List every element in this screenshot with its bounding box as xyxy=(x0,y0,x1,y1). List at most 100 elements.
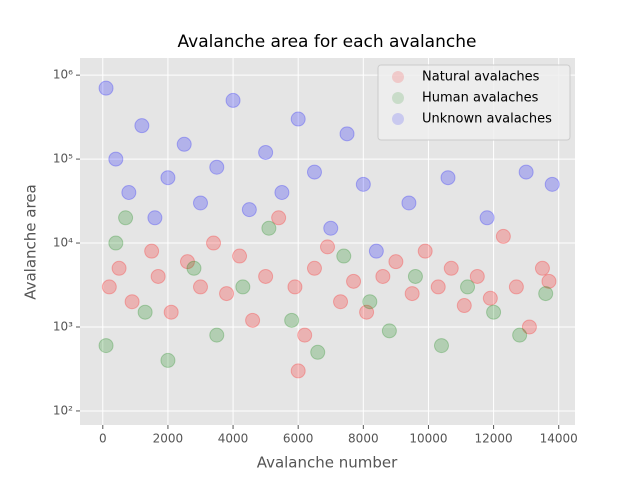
legend-label: Natural avalaches xyxy=(422,70,540,85)
point xyxy=(209,159,225,175)
point xyxy=(219,286,235,302)
point xyxy=(346,273,362,289)
point xyxy=(359,304,375,320)
point xyxy=(147,210,163,226)
x-tick-label: 12000 xyxy=(474,432,512,446)
point xyxy=(486,304,502,320)
point xyxy=(241,202,257,218)
y-axis-label: Avalanche area xyxy=(22,184,40,300)
point xyxy=(137,304,153,320)
point xyxy=(111,260,127,276)
point xyxy=(150,268,166,284)
point xyxy=(163,304,179,320)
point xyxy=(144,243,160,259)
point xyxy=(482,290,498,306)
point xyxy=(456,298,472,314)
point xyxy=(440,170,456,186)
x-tick-label: 2000 xyxy=(153,432,184,446)
chart-title: Avalanche area for each avalanche xyxy=(178,32,477,52)
point xyxy=(232,248,248,264)
y-tick-label: 10³ xyxy=(53,319,73,333)
x-tick-label: 0 xyxy=(99,432,107,446)
point xyxy=(274,184,290,200)
point xyxy=(108,151,124,167)
point xyxy=(544,176,560,192)
point xyxy=(388,254,404,270)
legend-marker xyxy=(392,113,404,125)
point xyxy=(290,363,306,379)
legend-box xyxy=(377,64,571,141)
point xyxy=(433,338,449,354)
x-axis-label: Avalanche number xyxy=(257,454,398,472)
point xyxy=(443,260,459,276)
point xyxy=(541,273,557,289)
point xyxy=(261,220,277,236)
point xyxy=(518,164,534,180)
point xyxy=(209,327,225,343)
legend-label: Unknown avalaches xyxy=(422,112,552,127)
point xyxy=(287,279,303,295)
point xyxy=(160,170,176,186)
point xyxy=(521,319,537,335)
point xyxy=(121,184,137,200)
y-tick-label: 10⁵ xyxy=(53,152,73,166)
point xyxy=(375,268,391,284)
point xyxy=(495,228,511,244)
point xyxy=(355,176,371,192)
point xyxy=(225,92,241,108)
point xyxy=(160,352,176,368)
point xyxy=(271,210,287,226)
x-tick-label: 8000 xyxy=(348,432,379,446)
point xyxy=(538,286,554,302)
point xyxy=(290,111,306,127)
point xyxy=(101,279,117,295)
points xyxy=(98,80,560,379)
y-tick-label: 10⁶ xyxy=(53,68,73,82)
point xyxy=(368,243,384,259)
point xyxy=(134,118,150,134)
y-tick-label: 10² xyxy=(53,403,73,417)
y-tick-label: 10⁴ xyxy=(53,236,73,250)
point xyxy=(206,235,222,251)
point xyxy=(362,294,378,310)
point xyxy=(381,323,397,339)
point xyxy=(108,235,124,251)
point xyxy=(430,279,446,295)
point xyxy=(306,164,322,180)
point xyxy=(235,279,251,295)
x-tick-label: 14000 xyxy=(540,432,578,446)
point xyxy=(333,294,349,310)
point xyxy=(417,243,433,259)
legend-label: Human avalaches xyxy=(422,91,539,106)
point xyxy=(245,312,261,328)
point xyxy=(508,279,524,295)
point xyxy=(258,268,274,284)
x-tick-label: 4000 xyxy=(218,432,249,446)
point xyxy=(297,327,313,343)
point xyxy=(310,344,326,360)
point xyxy=(258,144,274,160)
point xyxy=(98,80,114,96)
point xyxy=(176,136,192,152)
legend-marker xyxy=(392,92,404,104)
point xyxy=(339,126,355,142)
point xyxy=(323,220,339,236)
point xyxy=(306,260,322,276)
point xyxy=(118,210,134,226)
point xyxy=(186,260,202,276)
x-tick-label: 10000 xyxy=(409,432,447,446)
legend-marker xyxy=(392,71,404,83)
point xyxy=(512,327,528,343)
point xyxy=(404,286,420,302)
point xyxy=(401,195,417,211)
point xyxy=(469,268,485,284)
point xyxy=(124,294,140,310)
point xyxy=(284,312,300,328)
point xyxy=(407,268,423,284)
point xyxy=(460,279,476,295)
point xyxy=(98,338,114,354)
point xyxy=(192,195,208,211)
point xyxy=(192,279,208,295)
point xyxy=(179,254,195,270)
